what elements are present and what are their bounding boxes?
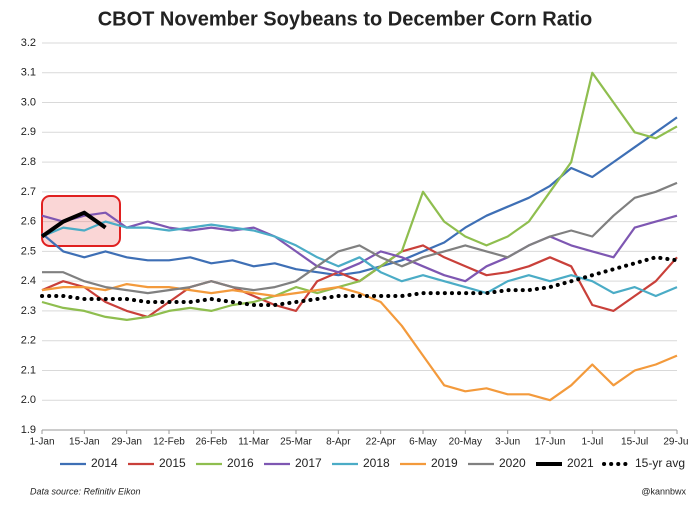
y-tick-label: 3.2 (21, 37, 36, 49)
x-tick-label: 6-May (409, 437, 437, 448)
series-line (41, 283, 678, 402)
x-tick-label: 1-Jan (29, 437, 54, 448)
x-tick-label: 20-May (449, 437, 482, 448)
x-tick-label: 11-Mar (238, 437, 270, 448)
x-tick-label: 29-Jul (663, 437, 689, 448)
y-tick-label: 2.6 (21, 216, 36, 228)
legend-label: 15-yr avg (635, 456, 685, 470)
x-tick-label: 26-Feb (195, 437, 227, 448)
y-tick-label: 3.1 (21, 67, 36, 79)
x-tick-label: 12-Feb (153, 437, 185, 448)
series-line (41, 116, 678, 277)
series-line (40, 210, 107, 239)
highlight-box (41, 195, 121, 247)
credit: @kannbwx (641, 486, 686, 496)
x-tick-label: 15-Jul (621, 437, 648, 448)
y-tick-label: 2.3 (21, 305, 36, 317)
x-tick-label: 1-Jul (581, 437, 603, 448)
y-tick-label: 3.0 (21, 96, 36, 108)
series-line (41, 220, 678, 298)
y-tick-label: 2.2 (21, 335, 36, 347)
y-tick-label: 2.4 (21, 275, 36, 287)
x-tick-label: 3-Jun (495, 437, 520, 448)
x-tick-label: 25-Mar (280, 437, 312, 448)
y-tick-label: 2.7 (21, 186, 36, 198)
legend-label: 2021 (567, 456, 594, 470)
y-tick-label: 2.5 (21, 245, 36, 257)
legend-label: 2015 (159, 456, 186, 470)
legend-label: 2017 (295, 456, 322, 470)
chart-title: CBOT November Soybeans to December Corn … (98, 8, 593, 30)
legend-label: 2018 (363, 456, 390, 470)
legend-label: 2019 (431, 456, 458, 470)
y-tick-label: 2.9 (21, 126, 36, 138)
x-tick-label: 8-Apr (326, 437, 351, 448)
y-tick-label: 2.0 (21, 394, 36, 406)
x-tick-label: 17-Jun (535, 437, 566, 448)
series-line (40, 255, 679, 307)
y-tick-label: 2.8 (21, 156, 36, 168)
y-tick-label: 1.9 (21, 424, 36, 436)
series-line (41, 211, 678, 283)
x-tick-label: 29-Jan (111, 437, 142, 448)
series-line (42, 181, 678, 295)
legend-label: 2020 (499, 456, 526, 470)
legend-label: 2014 (91, 456, 118, 470)
y-tick-label: 2.1 (21, 364, 36, 376)
legend-label: 2016 (227, 456, 254, 470)
x-tick-label: 15-Jan (69, 437, 100, 448)
x-tick-label: 22-Apr (366, 437, 397, 448)
series-line (41, 71, 678, 321)
source-note: Data source: Refinitiv Eikon (30, 486, 141, 496)
